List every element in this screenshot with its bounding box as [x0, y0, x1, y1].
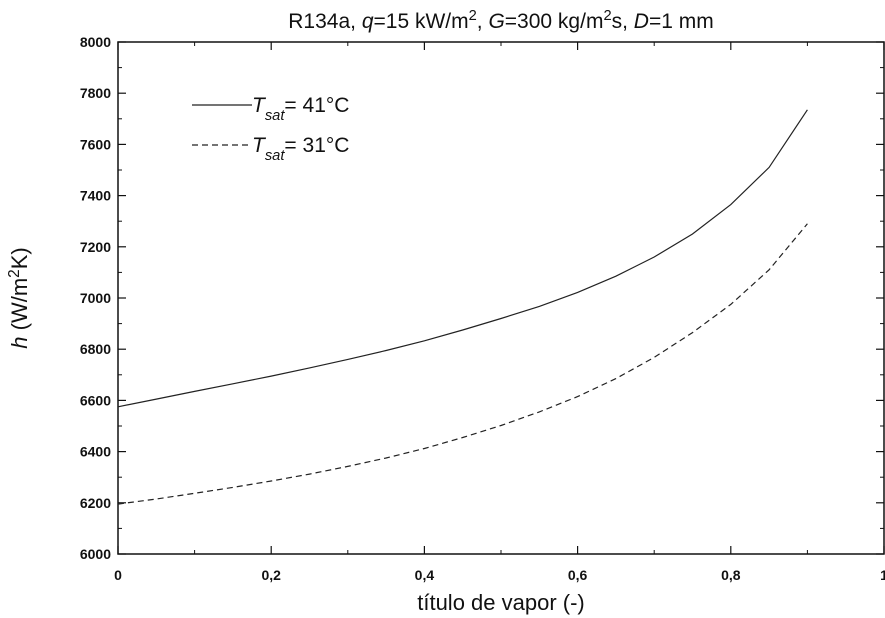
x-tick-label: 0,8: [721, 567, 741, 583]
x-axis-ticks: 0 0,2 0,4 0,6 0,8 1: [114, 42, 885, 583]
y-tick-label: 7000: [80, 290, 111, 306]
y-tick-label: 6000: [80, 546, 111, 562]
y-tick-label: 6400: [80, 444, 111, 460]
legend-label-part: = 31°C: [284, 134, 349, 157]
y-tick-label: 7200: [80, 239, 111, 255]
y-axis-label-part: K): [7, 247, 32, 269]
y-tick-label: 7400: [80, 188, 111, 204]
chart-title-part: ,: [477, 10, 489, 33]
legend-label-part: = 41°C: [284, 94, 349, 117]
y-axis-label-part: h: [7, 336, 32, 348]
legend-label: Tsat= 41°C: [252, 94, 349, 124]
chart-title: R134a, q=15 kW/m2, G=300 kg/m2s, D=1 mm: [288, 8, 713, 33]
y-tick-label: 7600: [80, 136, 111, 152]
legend-label-part: T: [252, 94, 267, 117]
y-tick-label: 6200: [80, 495, 111, 511]
y-tick-label: 6800: [80, 341, 111, 357]
x-tick-label: 0,2: [261, 567, 281, 583]
y-axis-label: h (W/m2K): [6, 247, 33, 348]
legend-label-part: sat: [265, 148, 286, 164]
chart-title-part: =1 mm: [649, 10, 714, 33]
x-tick-label: 0,6: [568, 567, 588, 583]
y-axis-label-part: (W/m: [7, 278, 32, 337]
y-tick-label: 6600: [80, 392, 111, 408]
chart-title-part: =15 kW/m: [374, 10, 469, 33]
plot-frame: [117, 41, 885, 555]
series-lines: [117, 109, 808, 505]
y-tick-label: 8000: [80, 34, 111, 50]
plot-area: 0 0,2 0,4 0,6 0,8 1 6000 6200 6400 6600 6800 7000 7…: [80, 34, 885, 583]
chart-title-part: q: [362, 10, 374, 33]
chart-title-part: =300 kg/m: [505, 10, 604, 33]
y-axis-label-part: 2: [6, 269, 23, 278]
chart-title-part: D: [634, 10, 649, 33]
legend-label-part: T: [252, 134, 267, 157]
series-line-2: [117, 223, 808, 505]
chart-title-part: 2: [469, 8, 477, 24]
x-tick-label: 0: [114, 567, 122, 583]
chart-title-part: 2: [603, 8, 611, 24]
legend-label: Tsat= 31°C: [252, 134, 349, 164]
x-tick-label: 1: [880, 567, 885, 583]
y-axis-ticks: 6000 6200 6400 6600 6800 7000 7200 7400 7600 7800…: [80, 34, 884, 562]
chart-title-part: R134a,: [288, 10, 362, 33]
x-axis-label: título de vapor (-): [417, 590, 585, 615]
chart-title-part: G: [488, 10, 504, 33]
legend-label-part: sat: [265, 108, 286, 124]
chart-title-part: s,: [612, 10, 634, 33]
series-line-1: [117, 109, 808, 408]
x-tick-label: 0,4: [415, 567, 435, 583]
y-tick-label: 7800: [80, 85, 111, 101]
